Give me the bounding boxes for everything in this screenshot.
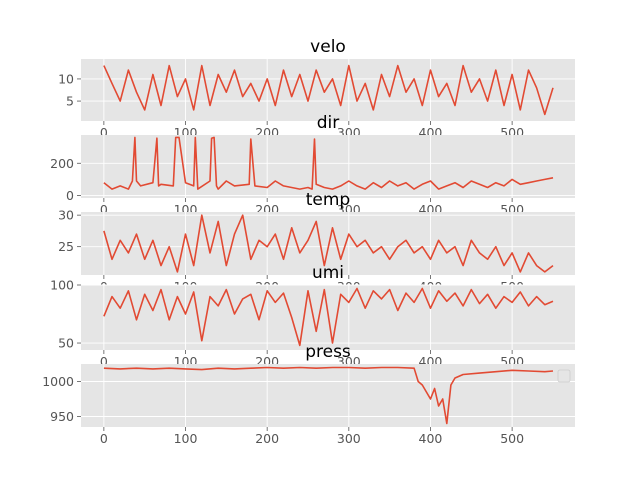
grid [81,212,575,275]
series-line-umi [103,287,554,347]
x-tick-label: 0 [100,125,108,140]
subplot-title: press [305,342,351,362]
series-line-dir [103,136,554,190]
x-tick-label: 0 [100,202,108,217]
y-tick-label: 50 [58,336,74,351]
plot-area [81,212,575,275]
y-tick-label: 10 [58,71,74,86]
y-tick-label: 100 [50,278,74,293]
y-tick-label: 950 [50,409,74,424]
subplot-press: 0 100 200 300 400 500 950 1000 press [42,342,575,446]
y-tick-label: 30 [58,208,74,223]
x-tick-label: 300 [337,431,361,446]
grid [81,364,575,427]
y-tick-label: 5 [66,94,74,109]
subplot-title: velo [310,37,346,57]
grid [81,284,575,350]
x-tick-label: 100 [174,431,198,446]
series-line-velo [103,64,554,116]
x-tick-label: 500 [500,431,524,446]
series-line-press [103,366,554,425]
series-line-temp [103,214,554,273]
subplot-title: temp [306,190,350,210]
legend-box [557,369,571,383]
x-tick-label: 0 [100,431,108,446]
subplot-title: dir [317,113,340,133]
x-tick-label: 200 [255,431,279,446]
y-tick-label: 0 [66,188,74,203]
y-tick-label: 1000 [42,374,74,389]
grid [81,135,575,198]
x-tick-label: 400 [419,431,443,446]
y-tick-label: 200 [50,156,74,171]
plot-area [81,59,575,121]
x-tick-label: 0 [100,354,108,369]
subplot-title: umi [312,263,344,283]
plot-area [81,364,575,427]
y-tick-label: 25 [58,239,74,254]
